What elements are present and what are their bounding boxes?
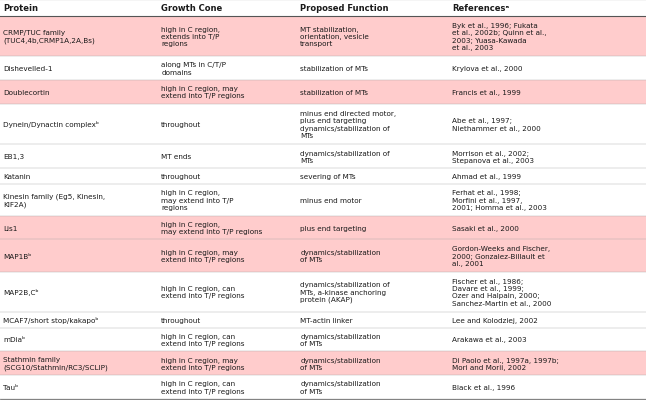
Text: dynamics/stabilization of
MTs, a-kinase anchoring
protein (AKAP): dynamics/stabilization of MTs, a-kinase … (300, 282, 390, 303)
Text: Ferhat et al., 1998;
Morfini et al., 1997,
2001; Homma et al., 2003: Ferhat et al., 1998; Morfini et al., 199… (452, 190, 547, 210)
Text: severing of MTs: severing of MTs (300, 173, 356, 179)
Text: high in C region,
may extend into T/P regions: high in C region, may extend into T/P re… (162, 221, 263, 235)
Text: MAP2B,Cᵇ: MAP2B,Cᵇ (3, 289, 39, 296)
Text: Morrison et al., 2002;
Stepanova et al., 2003: Morrison et al., 2002; Stepanova et al.,… (452, 150, 534, 163)
Text: dynamics/stabilization
of MTs: dynamics/stabilization of MTs (300, 381, 380, 394)
Bar (0, 145, 646, 169)
Bar (0, 169, 646, 184)
Text: Doublecortin: Doublecortin (3, 90, 50, 95)
Bar (0, 57, 646, 81)
Text: mDiaᵇ: mDiaᵇ (3, 336, 25, 342)
Text: EB1,3: EB1,3 (3, 154, 24, 160)
Text: high in C region,
extends into T/P
regions: high in C region, extends into T/P regio… (162, 26, 220, 47)
Text: Katanin: Katanin (3, 173, 30, 179)
Text: stabilization of MTs: stabilization of MTs (300, 66, 368, 72)
Bar (0, 0, 646, 16)
Text: Lis1: Lis1 (3, 225, 17, 231)
Text: Di Paolo et al., 1997a, 1997b;
Mori and Morii, 2002: Di Paolo et al., 1997a, 1997b; Mori and … (452, 357, 559, 370)
Text: dynamics/stabilization
of MTs: dynamics/stabilization of MTs (300, 357, 380, 370)
Text: throughout: throughout (162, 317, 202, 323)
Text: high in C region,
may extend into T/P
regions: high in C region, may extend into T/P re… (162, 190, 234, 210)
Text: dynamics/stabilization
of MTs: dynamics/stabilization of MTs (300, 333, 380, 346)
Bar (0, 312, 646, 328)
Text: MCAF7/short stop/kakapoᵇ: MCAF7/short stop/kakapoᵇ (3, 316, 98, 324)
Text: high in C region, may
extend into T/P regions: high in C region, may extend into T/P re… (162, 357, 245, 370)
Text: Francis et al., 1999: Francis et al., 1999 (452, 90, 521, 95)
Text: high in C region, may
extend into T/P regions: high in C region, may extend into T/P re… (162, 249, 245, 263)
Text: plus end targeting: plus end targeting (300, 225, 366, 231)
Text: Abe et al., 1997;
Niethammer et al., 2000: Abe et al., 1997; Niethammer et al., 200… (452, 118, 541, 131)
Text: Lee and Kolodziej, 2002: Lee and Kolodziej, 2002 (452, 317, 538, 323)
Text: Dishevelled-1: Dishevelled-1 (3, 66, 52, 72)
Text: high in C region, can
extend into T/P regions: high in C region, can extend into T/P re… (162, 333, 245, 346)
Text: dynamics/stabilization of
MTs: dynamics/stabilization of MTs (300, 150, 390, 163)
Bar (0, 105, 646, 145)
Text: Kinesin family (Eg5, Kinesin,
KIF2A): Kinesin family (Eg5, Kinesin, KIF2A) (3, 193, 105, 207)
Text: minus end directed motor,
plus end targeting
dynamics/stabilization of
MTs: minus end directed motor, plus end targe… (300, 111, 396, 138)
Text: along MTs in C/T/P
domains: along MTs in C/T/P domains (162, 62, 226, 75)
Text: dynamics/stabilization
of MTs: dynamics/stabilization of MTs (300, 249, 380, 263)
Text: Byk et al., 1996; Fukata
et al., 2002b; Quinn et al.,
2003; Yuasa-Kawada
et al.,: Byk et al., 1996; Fukata et al., 2002b; … (452, 23, 547, 51)
Text: Sasaki et al., 2000: Sasaki et al., 2000 (452, 225, 519, 231)
Text: Dynein/Dynactin complexᵇ: Dynein/Dynactin complexᵇ (3, 121, 99, 128)
Text: Krylova et al., 2000: Krylova et al., 2000 (452, 66, 523, 72)
Text: CRMP/TUC family
(TUC4,4b,CRMP1A,2A,Bs): CRMP/TUC family (TUC4,4b,CRMP1A,2A,Bs) (3, 30, 95, 44)
Text: Referencesᵃ: Referencesᵃ (452, 4, 509, 13)
Text: Gordon-Weeks and Fischer,
2000; Gonzalez-Billault et
al., 2001: Gordon-Weeks and Fischer, 2000; Gonzalez… (452, 246, 550, 266)
Text: Tauᵇ: Tauᵇ (3, 384, 18, 390)
Text: Proposed Function: Proposed Function (300, 4, 389, 13)
Bar (0, 352, 646, 375)
Text: Fischer et al., 1986;
Davare et al., 1999;
Ozer and Halpain, 2000;
Sanchez-Marti: Fischer et al., 1986; Davare et al., 199… (452, 278, 551, 306)
Text: Arakawa et al., 2003: Arakawa et al., 2003 (452, 336, 526, 342)
Bar (0, 375, 646, 399)
Text: MAP1Bᵇ: MAP1Bᵇ (3, 253, 32, 259)
Bar (0, 216, 646, 240)
Bar (0, 328, 646, 352)
Text: high in C region, may
extend into T/P regions: high in C region, may extend into T/P re… (162, 86, 245, 99)
Bar (0, 16, 646, 57)
Bar (0, 240, 646, 272)
Text: MT ends: MT ends (162, 154, 191, 160)
Text: high in C region, can
extend into T/P regions: high in C region, can extend into T/P re… (162, 286, 245, 299)
Text: Growth Cone: Growth Cone (162, 4, 222, 13)
Text: throughout: throughout (162, 122, 202, 128)
Text: throughout: throughout (162, 173, 202, 179)
Text: MT stabilization,
orientation, vesicle
transport: MT stabilization, orientation, vesicle t… (300, 26, 369, 47)
Text: MT-actin linker: MT-actin linker (300, 317, 353, 323)
Text: Ahmad et al., 1999: Ahmad et al., 1999 (452, 173, 521, 179)
Text: Black et al., 1996: Black et al., 1996 (452, 384, 515, 390)
Bar (0, 81, 646, 105)
Bar (0, 184, 646, 216)
Text: Stathmin family
(SCG10/Stathmin/RC3/SCLIP): Stathmin family (SCG10/Stathmin/RC3/SCLI… (3, 356, 108, 370)
Text: stabilization of MTs: stabilization of MTs (300, 90, 368, 95)
Text: Protein: Protein (3, 4, 38, 13)
Text: high in C region, can
extend into T/P regions: high in C region, can extend into T/P re… (162, 381, 245, 394)
Text: minus end motor: minus end motor (300, 197, 362, 203)
Bar (0, 272, 646, 312)
